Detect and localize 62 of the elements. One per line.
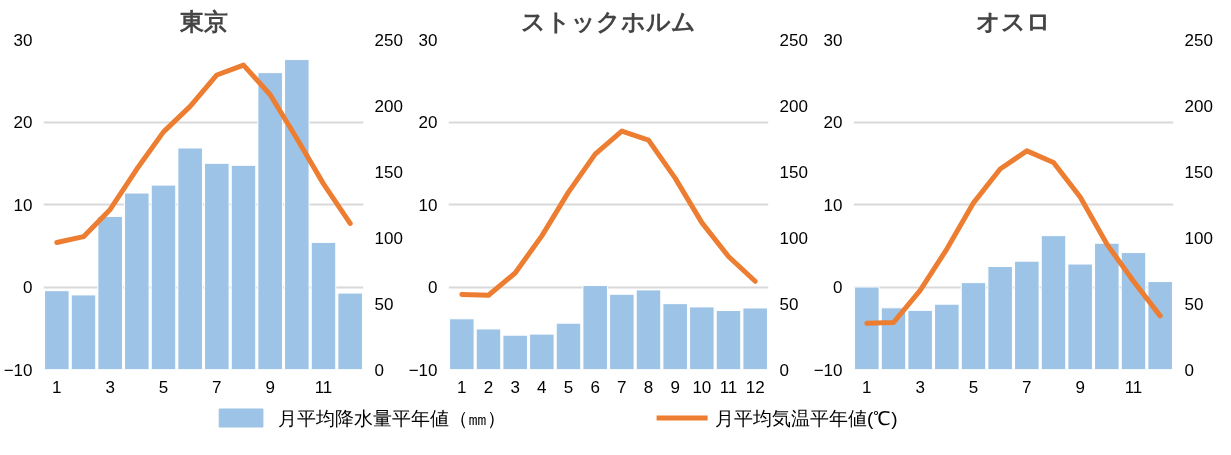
x-tick-label: 1 <box>52 377 62 397</box>
y-tick-label: 30 <box>13 30 33 50</box>
y2-tick-label: 150 <box>779 162 808 182</box>
y2-tick-label: 100 <box>374 228 403 248</box>
y-tick-label: 10 <box>418 195 438 215</box>
chart-title: ストックホルム <box>521 7 696 35</box>
legend-label: 月平均降水量平年値（㎜） <box>277 407 506 429</box>
x-tick-label: 9 <box>265 377 275 397</box>
y-tick-label: 0 <box>428 278 438 297</box>
y-tick-label: 20 <box>13 113 33 132</box>
y-tick-label: 0 <box>833 278 843 297</box>
y2-tick-label: 50 <box>1184 294 1204 314</box>
x-tick-label: 5 <box>563 377 574 397</box>
y2-tick-label: 0 <box>374 360 384 380</box>
x-tick-label: 8 <box>643 377 654 397</box>
y-tick-label: 30 <box>823 30 843 50</box>
x-tick-label: 11 <box>314 377 333 397</box>
chart-title: オスロ <box>976 7 1051 35</box>
x-tick-label: 5 <box>158 377 169 397</box>
x-tick-label: 7 <box>1022 377 1032 397</box>
x-tick-label: 3 <box>510 377 520 397</box>
y2-tick-label: 0 <box>1184 360 1194 380</box>
y2-tick-label: 100 <box>779 228 808 248</box>
y-tick-label: 0 <box>23 278 33 297</box>
y-tick-label: 20 <box>418 113 438 132</box>
x-tick-label: 7 <box>617 377 627 397</box>
y-tick-label: 20 <box>823 113 843 132</box>
y-tick-label: 10 <box>13 195 33 215</box>
y-tick-label: −10 <box>813 360 843 380</box>
x-tick-label: 11 <box>719 377 738 397</box>
y2-tick-label: 50 <box>779 294 799 314</box>
y2-tick-label: 200 <box>1184 96 1213 116</box>
x-tick-label: 1 <box>457 377 467 397</box>
y-tick-label: 10 <box>823 195 843 215</box>
x-tick-label: 1 <box>862 377 872 397</box>
y2-tick-label: 150 <box>1184 162 1213 182</box>
y2-tick-label: 100 <box>1184 228 1213 248</box>
y2-tick-label: 200 <box>779 96 808 116</box>
x-tick-label: 3 <box>105 377 115 397</box>
y2-tick-label: 250 <box>374 30 403 50</box>
y-tick-label: −10 <box>408 360 438 380</box>
legend-label: 月平均気温平年値(℃) <box>714 407 898 429</box>
y-tick-label: −10 <box>3 360 33 380</box>
x-tick-label: 10 <box>692 377 712 397</box>
x-tick-label: 4 <box>537 377 547 397</box>
x-tick-label: 9 <box>1075 377 1085 397</box>
x-tick-label: 9 <box>670 377 680 397</box>
y-tick-label: 30 <box>418 30 438 50</box>
x-tick-label: 2 <box>483 377 494 397</box>
y2-tick-label: 150 <box>374 162 403 182</box>
x-tick-label: 7 <box>212 377 222 397</box>
x-tick-label: 5 <box>968 377 979 397</box>
y2-tick-label: 50 <box>374 294 394 314</box>
y2-tick-label: 250 <box>1184 30 1213 50</box>
x-tick-label: 3 <box>915 377 925 397</box>
x-tick-label: 11 <box>1124 377 1143 397</box>
x-tick-label: 6 <box>590 377 600 397</box>
y2-tick-label: 200 <box>374 96 403 116</box>
x-tick-label: 12 <box>745 377 765 397</box>
y2-tick-label: 250 <box>779 30 808 50</box>
chart-title: 東京 <box>178 7 228 35</box>
y2-tick-label: 0 <box>779 360 789 380</box>
